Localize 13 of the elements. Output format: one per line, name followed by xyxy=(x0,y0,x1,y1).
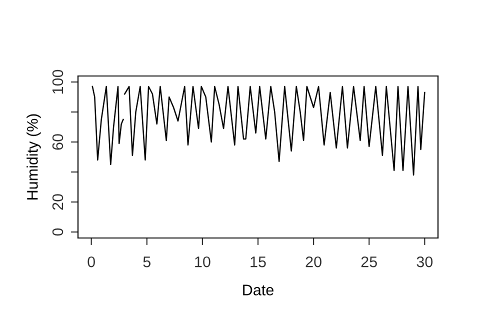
x-tick-label: 25 xyxy=(361,256,377,268)
x-tick-label: 5 xyxy=(143,256,150,268)
y-tick-label: 100 xyxy=(52,70,64,94)
y-axis-title: Humidity (%) xyxy=(26,114,41,200)
x-tick-label: 10 xyxy=(195,256,210,268)
x-tick-label: 15 xyxy=(250,256,266,268)
y-tick-label: 0 xyxy=(52,228,64,236)
x-tick-label: 20 xyxy=(306,256,322,268)
x-axis-title: Date xyxy=(243,284,274,296)
y-tick-label: 20 xyxy=(52,194,64,210)
x-tick-label: 30 xyxy=(416,256,433,268)
y-tick-label: 60 xyxy=(52,134,64,150)
x-tick-label: 0 xyxy=(88,256,95,268)
